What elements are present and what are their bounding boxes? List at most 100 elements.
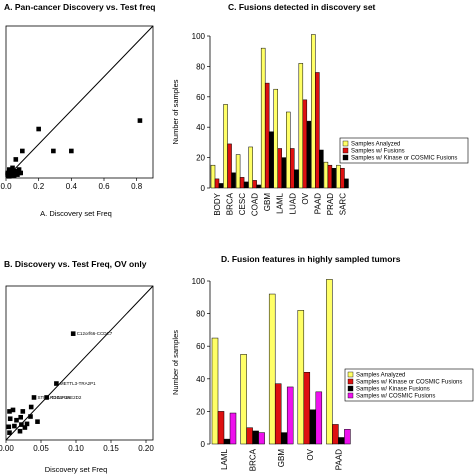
panel-c-bar	[260, 47, 266, 189]
panel-d-legend-swatch	[347, 371, 354, 378]
panel-c-bar	[231, 172, 236, 189]
panel-c-legend-swatch	[342, 140, 349, 147]
panel-a-point	[16, 170, 22, 176]
panel-c-bar	[252, 180, 257, 189]
panel-d-category-label: PAAD	[334, 449, 343, 470]
panel-b-point	[17, 428, 23, 434]
panel-a-point	[11, 173, 17, 178]
panel-d-legend-label: Samples w/ COSMIC Fusions	[356, 394, 435, 400]
panel-c-category-label: CESC	[238, 193, 247, 215]
panel-c-y-tick-label: 60	[196, 93, 205, 102]
panel-a-point	[6, 170, 12, 176]
panel-d-y-tick-label: 60	[196, 342, 205, 351]
panel-d-category-label: GBM	[277, 449, 286, 468]
panel-a-x-tick-label: 0.8	[131, 182, 143, 191]
panel-b-point	[28, 404, 34, 410]
panel-c-bar	[256, 184, 261, 189]
panel-a-x-tick-label: 0.4	[66, 182, 78, 191]
panel-d-bar	[280, 432, 288, 445]
panel-b-x-tick-label: 0.10	[68, 444, 84, 453]
panel-c-bar	[319, 149, 324, 189]
panel-d-legend-label: Samples w/ Kinase Fusions	[356, 387, 430, 393]
panel-a-point	[16, 167, 22, 172]
panel-c-category-label: PRAD	[326, 193, 335, 215]
panel-b-point	[24, 421, 30, 427]
panel-c-title: C. Fusions detected in discovery set	[228, 2, 376, 12]
panel-d-legend-box	[344, 368, 474, 402]
panel-d-category-label: BRCA	[249, 448, 258, 471]
panel-c-bar	[311, 34, 316, 189]
panel-c-bar	[223, 104, 228, 189]
panel-d-y-tick-label: 0	[201, 440, 206, 449]
panel-b-x-tick-label: 0.05	[33, 444, 49, 453]
panel-d-legend-swatch	[347, 385, 354, 392]
panel-b-point	[10, 407, 16, 413]
panel-b-point-label: RCC1-UBE2D2	[50, 395, 82, 400]
panel-c-bar	[315, 72, 320, 189]
panel-a-x-axis-label: A. Discovery set Freq	[40, 209, 112, 218]
panel-b-point	[31, 395, 37, 400]
panel-c-category-label: SARC	[338, 193, 347, 215]
panel-c-category-label: LAML	[276, 192, 285, 213]
panel-d-bar	[332, 424, 339, 445]
panel-c-bar	[239, 177, 245, 189]
panel-d-bar	[258, 432, 265, 445]
panel-b-point-label: STIP1-CHMP1A	[38, 395, 71, 400]
panel-b-point	[35, 419, 40, 424]
panel-c-category-label: BODY	[213, 192, 222, 215]
panel-c-bar	[277, 148, 282, 189]
panel-d-bar	[274, 383, 282, 445]
panel-c-bar	[323, 161, 329, 189]
panel-b-point	[7, 409, 12, 414]
panel-c-y-tick-label: 20	[196, 154, 205, 163]
panel-d-title: D. Fusion features in highly sampled tum…	[221, 254, 401, 264]
panel-b-point	[14, 417, 19, 423]
panel-c-bar	[340, 167, 345, 189]
panel-a-x-tick-label: 0.6	[98, 182, 110, 191]
panel-a-point	[20, 148, 25, 154]
panel-a-diagonal-line	[5, 25, 154, 179]
panel-d-y-tick-label: 80	[196, 310, 205, 319]
panel-b-point-label: METTL3-TRA2P1	[60, 381, 96, 386]
panel-d-bar	[309, 409, 317, 445]
panel-c-y-tick-label: 80	[196, 62, 205, 71]
panel-c-bar	[286, 111, 291, 189]
panel-c-bar	[331, 167, 337, 189]
panel-c-y-tick-label: 100	[192, 32, 206, 41]
panel-c-category-label: BRCA	[226, 192, 235, 215]
panel-c-legend-label: Samples w/ Kinase or COSMIC Fusions	[351, 156, 457, 162]
panel-c-category-label: COAD	[251, 193, 260, 216]
panel-c-bar	[218, 183, 224, 189]
panel-d-bar	[252, 430, 259, 445]
panel-b-point	[44, 395, 49, 400]
panel-a-point	[36, 126, 41, 132]
panel-d-legend-label: Samples w/ Kinase or COSMIC Fusions	[356, 380, 462, 386]
panel-a-point	[137, 118, 143, 123]
panel-d-bar	[344, 429, 351, 445]
panel-d-bar	[315, 391, 323, 445]
panel-c-bar	[243, 181, 249, 189]
panel-c-y-tick-label: 40	[196, 123, 205, 132]
panel-b-frame	[5, 285, 154, 441]
panel-b-point	[54, 381, 59, 386]
panel-a-x-tick-label: 0.0	[0, 182, 12, 191]
panel-d-bar	[338, 437, 345, 445]
panel-c-category-label: LUAD	[288, 193, 297, 215]
panel-d-bar	[217, 411, 225, 445]
panel-c-bar	[336, 164, 341, 189]
panel-d-legend-label: Samples Analyzed	[356, 373, 405, 379]
panel-b-point	[7, 430, 12, 435]
panel-d-bar	[229, 412, 237, 445]
panel-a-point	[10, 165, 15, 171]
panel-c-legend-label: Samples Analyzed	[351, 142, 400, 148]
panel-d-bar	[286, 386, 294, 445]
panel-c-bar	[264, 82, 270, 189]
panel-c-bar	[302, 99, 308, 189]
panel-d-bar	[268, 293, 276, 445]
panel-c-bar	[210, 164, 216, 189]
panel-b-point	[28, 414, 33, 419]
panel-b-point	[19, 422, 24, 427]
panel-b-diagonal-line	[5, 285, 154, 441]
panel-b-point	[6, 424, 12, 430]
